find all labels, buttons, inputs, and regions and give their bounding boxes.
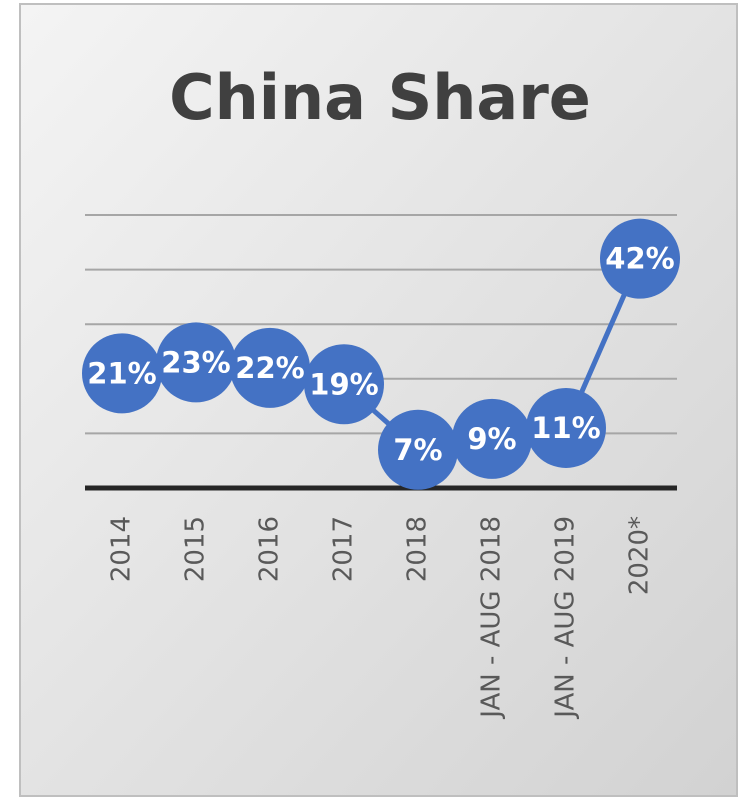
data-label: 9% (467, 422, 516, 456)
data-label: 22% (235, 351, 304, 385)
marker (156, 322, 236, 403)
x-tick-label: JAN - AUG 2018 (477, 516, 507, 720)
marker (230, 327, 310, 408)
x-tick-label: JAN - AUG 2019 (551, 516, 581, 720)
data-label: 11% (531, 411, 600, 445)
data-label: 19% (309, 367, 378, 401)
marker (452, 398, 532, 479)
data-label: 42% (605, 242, 674, 276)
x-tick-label: 2018 (403, 516, 433, 582)
x-tick-label: 2017 (329, 516, 359, 582)
marker (600, 218, 680, 299)
marker (526, 387, 606, 468)
data-label: 23% (161, 345, 230, 379)
marker (304, 344, 384, 425)
marker (378, 409, 458, 490)
data-label: 7% (393, 433, 442, 467)
x-tick-label: 2016 (255, 516, 285, 582)
x-tick-label: 2020* (625, 516, 655, 595)
data-label: 21% (87, 356, 156, 390)
marker (82, 333, 162, 414)
chart-title: China Share (169, 61, 591, 134)
x-tick-label: 2014 (107, 516, 137, 582)
x-tick-label: 2015 (181, 516, 211, 582)
